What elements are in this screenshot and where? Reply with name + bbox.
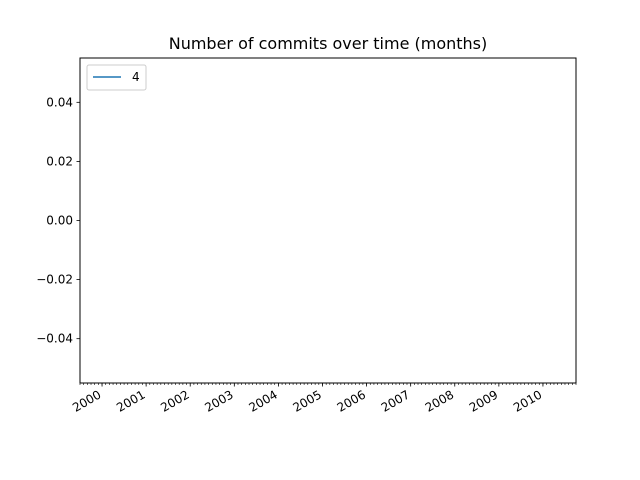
legend: 4 bbox=[86, 64, 147, 91]
y-tick-label: 0.04 bbox=[46, 95, 73, 109]
x-tick-label: 2000 bbox=[70, 387, 103, 414]
x-tick-label: 2008 bbox=[423, 387, 456, 414]
x-tick-label: 2009 bbox=[467, 387, 500, 414]
x-tick-label: 2005 bbox=[291, 387, 324, 414]
y-tick-label: 0.02 bbox=[46, 154, 73, 168]
x-tick-label: 2010 bbox=[511, 387, 544, 414]
x-major-ticks bbox=[101, 383, 544, 387]
x-tick-label: 2002 bbox=[158, 387, 191, 414]
y-tick-labels: 0.04 0.02 0.00 −0.02 −0.04 bbox=[36, 95, 73, 345]
x-tick-label: 2006 bbox=[335, 387, 368, 414]
y-tick-label: 0.00 bbox=[46, 214, 73, 228]
y-tick-label: −0.04 bbox=[36, 332, 73, 346]
y-ticks bbox=[76, 101, 80, 340]
y-tick-label: −0.02 bbox=[36, 273, 73, 287]
x-tick-label: 2007 bbox=[379, 387, 412, 414]
x-tick-label: 2001 bbox=[114, 387, 147, 414]
legend-label-series-4: 4 bbox=[132, 70, 140, 84]
x-tick-label: 2003 bbox=[202, 387, 235, 414]
chart-title: Number of commits over time (months) bbox=[169, 34, 488, 53]
x-tick-label: 2004 bbox=[246, 387, 279, 414]
x-minor-ticks bbox=[79, 383, 577, 385]
x-tick-labels: 2000 2001 2002 2003 2004 2005 2006 2007 2008 2009… bbox=[70, 387, 544, 414]
plot-area bbox=[79, 57, 577, 384]
